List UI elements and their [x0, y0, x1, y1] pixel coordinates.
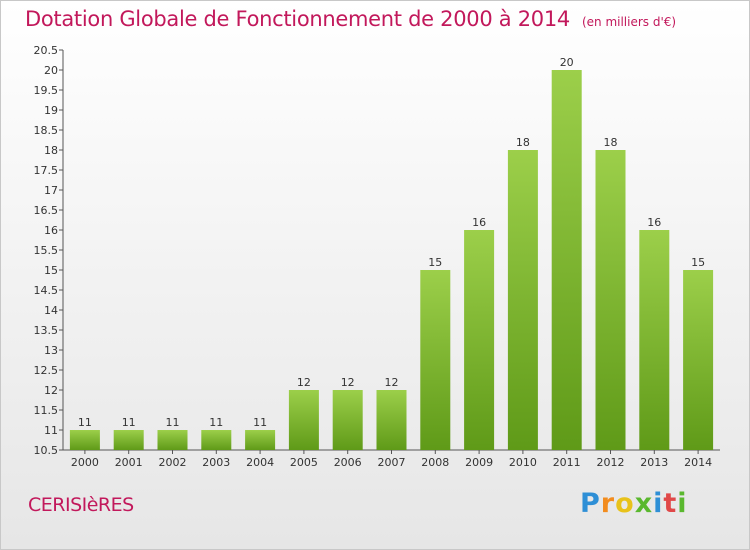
y-tick-label: 17.5 [34, 164, 59, 177]
x-tick-label: 2010 [509, 456, 537, 469]
x-tick-label: 2003 [202, 456, 230, 469]
x-tick-label: 2004 [246, 456, 274, 469]
y-tick-label: 12 [44, 384, 58, 397]
logo-letter: r [600, 488, 616, 519]
logo-letter: i [677, 488, 688, 519]
bar-2013 [639, 230, 670, 450]
y-tick-label: 19.5 [34, 84, 59, 97]
bar-value-label: 18 [516, 136, 530, 149]
chart-title: Dotation Globale de Fonctionnement de 20… [25, 7, 676, 31]
bar-value-label: 18 [604, 136, 618, 149]
chart-title-text: Dotation Globale de Fonctionnement de 20… [25, 7, 570, 31]
x-tick-label: 2006 [334, 456, 362, 469]
bar-2000 [69, 430, 100, 450]
logo-letter: i [653, 488, 664, 519]
y-tick-label: 14 [44, 304, 58, 317]
x-tick-label: 2009 [465, 456, 493, 469]
bar-value-label: 12 [297, 376, 311, 389]
x-tick-label: 2014 [684, 456, 712, 469]
bar-2002 [157, 430, 188, 450]
bar-value-label: 12 [341, 376, 355, 389]
logo-letter: t [663, 488, 678, 519]
commune-name: CERISIèRES [28, 494, 134, 516]
bar-2006 [332, 390, 363, 450]
bar-value-label: 11 [253, 416, 267, 429]
x-tick-label: 2005 [290, 456, 318, 469]
y-tick-label: 20.5 [34, 44, 59, 57]
bar-2005 [288, 390, 319, 450]
y-tick-label: 10.5 [34, 444, 59, 457]
y-tick-label: 18.5 [34, 124, 59, 137]
bar-value-label: 15 [691, 256, 705, 269]
bar-2004 [245, 430, 276, 450]
bar-2007 [376, 390, 407, 450]
logo-letter: P [580, 488, 601, 519]
x-tick-label: 2011 [553, 456, 581, 469]
bar-value-label: 11 [122, 416, 136, 429]
bar-value-label: 11 [209, 416, 223, 429]
y-tick-label: 12.5 [34, 364, 59, 377]
bar-2014 [683, 270, 714, 450]
x-tick-label: 2001 [115, 456, 143, 469]
y-tick-label: 13.5 [34, 324, 59, 337]
bar-value-label: 16 [647, 216, 661, 229]
y-tick-label: 19 [44, 104, 58, 117]
y-tick-label: 20 [44, 64, 58, 77]
y-tick-label: 17 [44, 184, 58, 197]
y-tick-label: 13 [44, 344, 58, 357]
bar-2003 [201, 430, 232, 450]
bar-2011 [551, 70, 582, 450]
bar-value-label: 11 [166, 416, 180, 429]
y-tick-label: 11 [44, 424, 58, 437]
bar-value-label: 20 [560, 56, 574, 69]
y-tick-label: 15 [44, 264, 58, 277]
y-tick-label: 18 [44, 144, 58, 157]
bar-2009 [464, 230, 495, 450]
bar-2010 [507, 150, 538, 450]
bar-value-label: 11 [78, 416, 92, 429]
logo-letter: o [615, 488, 635, 519]
x-tick-label: 2013 [640, 456, 668, 469]
x-tick-label: 2000 [71, 456, 99, 469]
y-tick-label: 16.5 [34, 204, 59, 217]
bar-value-label: 12 [385, 376, 399, 389]
bar-value-label: 16 [472, 216, 486, 229]
x-tick-label: 2012 [597, 456, 625, 469]
x-tick-label: 2007 [378, 456, 406, 469]
bar-2001 [113, 430, 144, 450]
proxiti-logo[interactable]: Proxiti [580, 488, 688, 519]
y-tick-label: 16 [44, 224, 58, 237]
logo-letter: x [634, 488, 654, 519]
y-tick-label: 11.5 [34, 404, 59, 417]
bar-2012 [595, 150, 626, 450]
x-tick-label: 2002 [159, 456, 187, 469]
bar-value-label: 15 [428, 256, 442, 269]
chart-bars: 11 11 11 11 11 12 12 12 15 16 18 20 18 16 15 [69, 56, 714, 450]
y-tick-label: 15.5 [34, 244, 59, 257]
bar-2008 [420, 270, 451, 450]
y-tick-label: 14.5 [34, 284, 59, 297]
chart-units: (en milliers d'€) [581, 15, 677, 29]
x-tick-label: 2008 [421, 456, 449, 469]
